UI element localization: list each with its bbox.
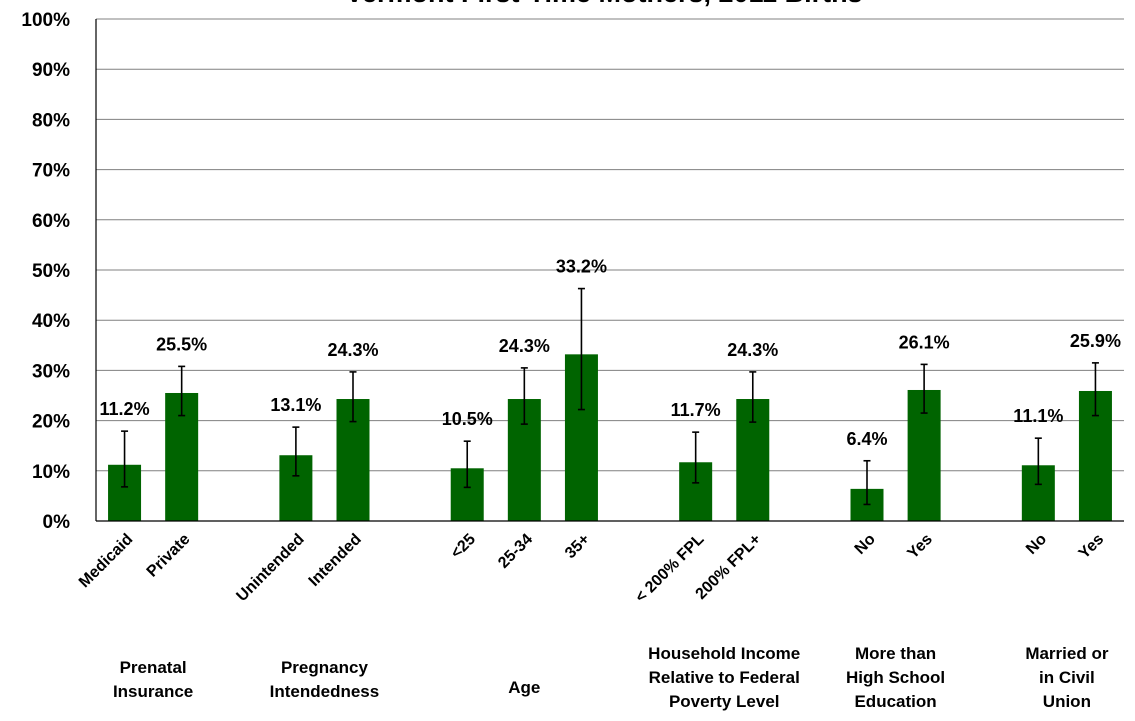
y-tick-label: 40% (32, 311, 70, 332)
x-category-label: Unintended (233, 531, 307, 605)
axes (95, 19, 1124, 522)
group-label: Poverty Level (669, 692, 780, 711)
y-tick-label: 100% (21, 10, 70, 31)
x-category-label: Yes (904, 531, 936, 563)
data-label: 11.2% (100, 399, 150, 419)
data-label: 25.5% (156, 334, 207, 354)
data-label: 24.3% (499, 336, 550, 356)
error-bars (121, 287, 1099, 506)
x-category-label: Medicaid (76, 531, 136, 591)
bars (108, 354, 1112, 521)
gridlines (96, 18, 1124, 472)
group-label: in Civil (1039, 668, 1095, 687)
x-category-label: <25 (448, 531, 479, 562)
y-tick-label: 70% (32, 161, 70, 182)
y-axis-tick-labels: 0% 10% 20% 30% 40% 50% 60% 70% 80% 90% 100% (21, 10, 70, 533)
group-label: Prenatal (120, 658, 187, 677)
data-label: 25.9% (1070, 331, 1121, 351)
x-category-label: No (852, 531, 879, 558)
y-tick-label: 50% (32, 261, 70, 282)
group-label: Married or (1025, 644, 1109, 663)
y-tick-label: 90% (32, 60, 70, 81)
group-label: Relative to Federal (649, 668, 800, 687)
y-tick-label: 0% (43, 512, 71, 533)
x-category-label: Intended (306, 531, 365, 590)
data-label: 13.1% (270, 395, 321, 415)
data-label: 6.4% (846, 429, 887, 449)
x-category-label: Private (144, 531, 194, 581)
group-labels: Prenatal Insurance Pregnancy Intendedness Ag… (113, 644, 1109, 711)
data-label: 11.7% (671, 400, 721, 420)
x-category-label: 25-34 (495, 531, 536, 572)
x-category-label: 35+ (562, 531, 593, 562)
group-label: Household Income (648, 644, 800, 663)
data-label: 26.1% (899, 332, 950, 352)
x-category-label: No (1023, 531, 1050, 558)
y-tick-label: 30% (32, 361, 70, 382)
chart-title: Vermont First-Time Mothers, 2011 Births (345, 0, 862, 8)
group-label: Insurance (113, 682, 193, 701)
y-tick-label: 60% (32, 211, 70, 232)
group-label: Age (508, 678, 540, 697)
y-tick-label: 10% (32, 462, 70, 483)
x-category-label: Yes (1076, 531, 1108, 563)
group-label: Pregnancy (281, 658, 368, 677)
group-label: Education (854, 692, 936, 711)
y-tick-label: 80% (32, 110, 70, 131)
data-label: 11.1% (1013, 406, 1063, 426)
group-label: More than (855, 644, 936, 663)
data-labels: 11.2% 25.5% 13.1% 24.3% 10.5% 24.3% 33.2% 11.7%… (100, 257, 1121, 449)
data-label: 10.5% (442, 409, 493, 429)
data-label: 24.3% (327, 340, 378, 360)
group-label: Intendedness (270, 682, 380, 701)
data-label: 33.2% (556, 257, 607, 277)
group-label: Union (1043, 692, 1091, 711)
data-label: 24.3% (727, 340, 778, 360)
y-tick-label: 20% (32, 412, 70, 433)
group-label: High School (846, 668, 945, 687)
